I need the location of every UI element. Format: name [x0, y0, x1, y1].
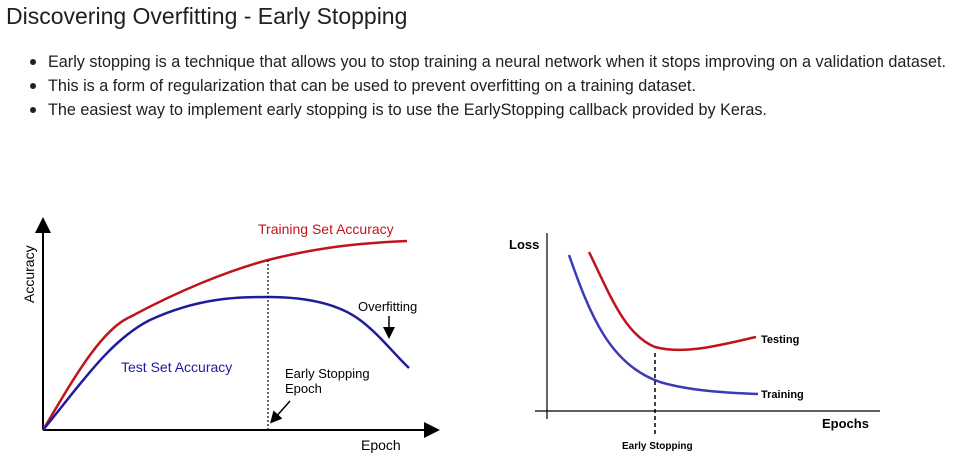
x-axis-label: Epoch	[361, 437, 401, 453]
testing-series-label: Testing	[761, 334, 799, 346]
bullet-item: Early stopping is a technique that allow…	[22, 50, 962, 74]
overfitting-annotation: Overfitting	[358, 299, 417, 314]
bullet-dot	[30, 83, 36, 89]
test-accuracy-line	[42, 295, 410, 431]
training-accuracy-line	[41, 239, 408, 431]
bullet-dot	[30, 107, 36, 113]
early-stopping-annotation: Early Stopping	[622, 441, 693, 452]
test-series-label: Test Set Accuracy	[121, 359, 232, 375]
training-loss-line	[567, 254, 759, 396]
bullet-dot	[30, 59, 36, 65]
bullet-text: This is a form of regularization that ca…	[48, 77, 696, 95]
accuracy-chart: Accuracy Epoch Training Set Accuracy Tes…	[21, 217, 440, 453]
y-axis-label: Loss	[509, 237, 539, 252]
early-stopping-annotation-line1: Early Stopping	[285, 366, 370, 381]
bullet-text: The easiest way to implement early stopp…	[48, 101, 767, 119]
bullet-item: The easiest way to implement early stopp…	[22, 98, 962, 122]
slide-title: Discovering Overfitting - Early Stopping	[6, 3, 408, 29]
testing-loss-line	[587, 251, 757, 352]
training-series-label: Training	[761, 389, 804, 401]
early-stopping-annotation-line2: Epoch	[285, 381, 322, 396]
bullet-item: This is a form of regularization that ca…	[22, 74, 962, 98]
training-series-label: Training Set Accuracy	[258, 221, 394, 237]
bullet-list: Early stopping is a technique that allow…	[22, 50, 962, 122]
bullet-text: Early stopping is a technique that allow…	[48, 53, 947, 71]
y-axis-label: Accuracy	[21, 245, 37, 303]
x-axis-label: Epochs	[822, 416, 869, 431]
early-stopping-arrow	[270, 400, 291, 424]
loss-chart: Loss Epochs Testing Training Early Stopp…	[509, 233, 880, 452]
